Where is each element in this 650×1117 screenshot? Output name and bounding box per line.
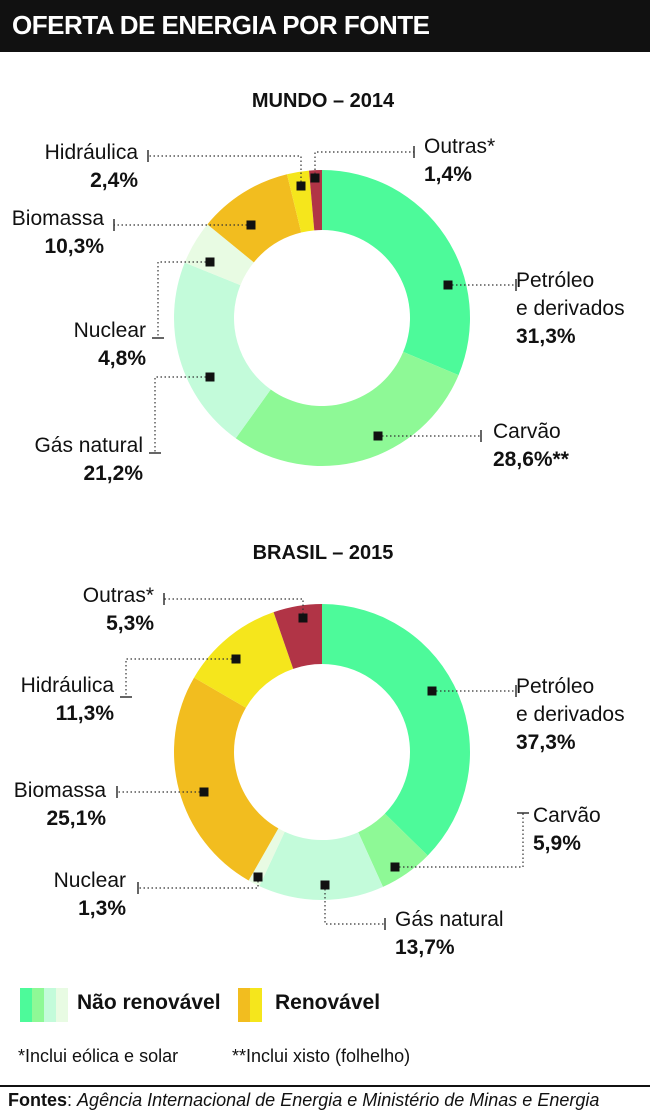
legend-color-chip [44,988,56,1022]
value-label-brasil-outras: 5,3% [106,612,154,635]
legend-color-chip [20,988,32,1022]
marker-mundo-carvao [373,431,383,441]
slice-label-brasil-petroleo-e-derivados: e derivados [516,703,625,726]
footnote-eolica: *Inclui eólica e solar [18,1046,179,1066]
chart-title-mundo: MUNDO – 2014 [252,90,395,112]
slice-brasil-hidraulica [194,612,294,708]
leader-mundo-hidraulica [148,155,302,186]
donut-brasil [173,604,471,900]
marker-brasil-carvao [390,862,400,872]
slice-label-mundo-biomassa: Biomassa [12,207,105,230]
marker-mundo-nuclear [205,257,215,267]
marker-brasil-outras [298,613,308,623]
slice-brasil-carvao [358,813,428,887]
legend-color-chip [238,988,250,1022]
value-label-brasil-biomassa: 25,1% [46,807,106,830]
source-separator: : [67,1090,73,1110]
marker-brasil-gas-natural [320,880,330,890]
slice-label-brasil-gas-natural: Gás natural [395,908,504,931]
slice-label-brasil-hidraulica: Hidráulica [21,674,115,697]
value-label-brasil-nuclear: 1,3% [78,897,126,920]
value-label-mundo-nuclear: 4,8% [98,347,146,370]
slice-brasil-petroleo-e-derivados [322,604,471,856]
marker-mundo-gas-natural [205,372,215,382]
legend: Não renovável Renovável [0,985,650,1025]
slice-brasil-gas-natural [259,831,383,900]
value-label-mundo-outras: 1,4% [424,163,472,186]
value-label-mundo-gas-natural: 21,2% [83,462,143,485]
marker-mundo-outras [310,173,320,183]
value-label-brasil-hidraulica: 11,3% [56,702,115,725]
slice-brasil-outras [273,604,322,669]
source-label: Fontes [8,1090,68,1110]
slice-brasil-biomassa [173,677,279,881]
page-title: OFERTA DE ENERGIA POR FONTE [12,10,430,40]
legend-color-chip [56,988,68,1022]
slice-label-mundo-hidraulica: Hidráulica [45,141,139,164]
slice-label-brasil-nuclear: Nuclear [54,869,126,892]
slice-label-mundo-petroleo-e-derivados: Petróleo [516,269,594,292]
title-bar: OFERTA DE ENERGIA POR FONTE [0,0,650,52]
slice-label-mundo-nuclear: Nuclear [74,319,146,342]
slice-brasil-nuclear [248,828,285,887]
leader-brasil-carvao [395,813,524,868]
value-label-brasil-carvao: 5,9% [533,832,581,855]
slice-label-brasil-outras: Outras* [83,584,154,607]
donut-mundo [174,169,471,467]
labels-mundo: Petróleo e derivados 31,3% Carvão 28,6%** Gás… [12,135,625,485]
slice-mundo-hidraulica [286,170,315,233]
value-label-mundo-biomassa: 10,3% [44,235,104,258]
source-text: Agência Internacional de Energia e Minis… [77,1090,600,1110]
slice-label-brasil-biomassa: Biomassa [14,779,107,802]
source-divider [0,1085,650,1087]
slice-label-mundo-outras: Outras* [424,135,495,158]
value-label-brasil-gas-natural: 13,7% [395,936,455,959]
marker-brasil-nuclear [253,872,263,882]
marker-brasil-biomassa [199,787,209,797]
slice-mundo-nuclear [184,224,254,286]
footnote-xisto: **Inclui xisto (folhelho) [232,1046,411,1066]
value-label-mundo-petroleo-e-derivados: 31,3% [516,325,576,348]
marker-mundo-hidraulica [296,181,306,191]
leader-brasil-nuclear [138,877,259,889]
labels-brasil: Petróleo e derivados 37,3% Carvão 5,9% Gás na… [14,584,625,959]
slice-mundo-outras [308,170,322,231]
leader-mundo-outras [314,151,414,178]
legend-color-chip [32,988,44,1022]
leader-brasil-gas-natural [324,885,385,925]
leader-brasil-hidraulica [125,658,236,697]
slice-mundo-carvao [235,351,459,467]
slice-mundo-petroleo-e-derivados [322,169,471,376]
chart-title-brasil: BRASIL – 2015 [253,542,394,564]
marker-mundo-biomassa [246,220,256,230]
marker-brasil-hidraulica [231,654,241,664]
slice-label-brasil-petroleo-e-derivados: Petróleo [516,675,594,698]
slice-label-mundo-petroleo-e-derivados: e derivados [516,297,625,320]
value-label-mundo-carvao: 28,6%** [493,448,570,471]
legend-label-renewable: Renovável [275,991,381,1014]
source-line: Fontes: Agência Internacional de Energia… [8,1090,599,1111]
slice-label-brasil-carvao: Carvão [533,804,601,827]
slice-label-mundo-gas-natural: Gás natural [34,434,143,457]
slice-mundo-biomassa [207,174,302,263]
slice-label-mundo-carvao: Carvão [493,420,561,443]
donut-charts: MUNDO – 2014 Petróleo e derivados 31,3% Car… [12,90,625,959]
legend-color-chip [250,988,262,1022]
value-label-mundo-hidraulica: 2,4% [90,169,138,192]
slice-mundo-gas-natural [174,262,271,439]
legend-label-non-renewable: Não renovável [77,991,221,1014]
value-label-brasil-petroleo-e-derivados: 37,3% [516,731,576,754]
marker-mundo-petroleo-e-derivados [443,280,453,290]
leader-mundo-nuclear [157,261,210,338]
marker-brasil-petroleo-e-derivados [427,686,437,696]
